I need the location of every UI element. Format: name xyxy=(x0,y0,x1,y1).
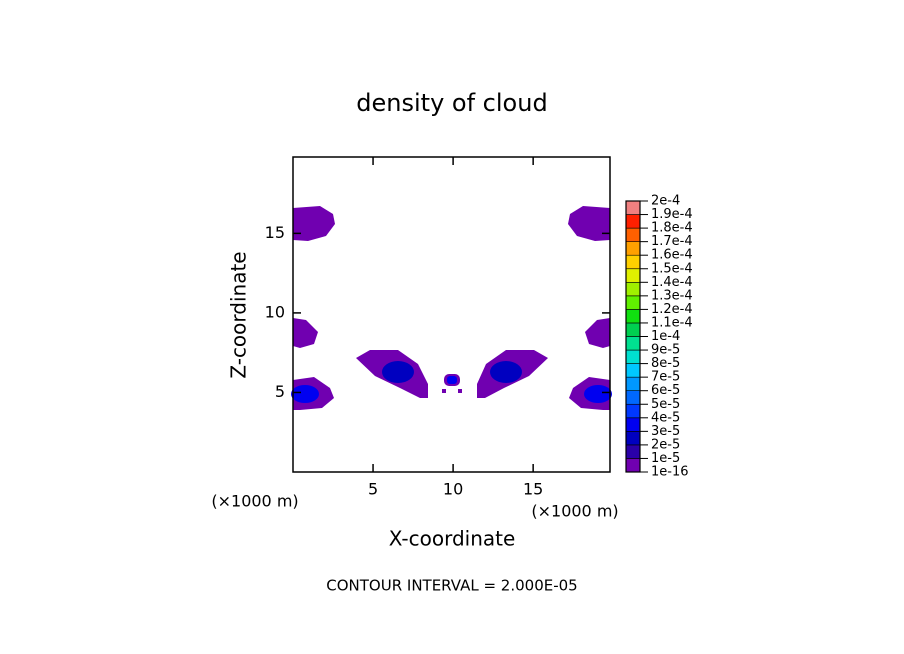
contour-note: CONTOUR INTERVAL = 2.000E-05 xyxy=(326,577,577,595)
colorbar-box xyxy=(625,363,641,378)
x-tick-label: 15 xyxy=(523,480,543,499)
contour-region xyxy=(490,361,522,383)
colorbar-label: 8e-5 xyxy=(651,356,680,371)
colorbar-label: 3e-5 xyxy=(651,424,680,439)
x-unit: (×1000 m) xyxy=(211,492,298,511)
colorbar-label: 1.5e-4 xyxy=(651,261,693,276)
contour-region xyxy=(382,361,414,383)
colorbar-label: 2e-4 xyxy=(651,194,680,209)
y-axis-label: Z-coordinate xyxy=(227,251,251,378)
colorbar-label: 4e-5 xyxy=(651,410,680,425)
colorbar-label: 1e-5 xyxy=(651,451,680,466)
colorbar-box xyxy=(625,444,641,459)
colorbar-box xyxy=(625,376,641,391)
colorbar-label: 1.8e-4 xyxy=(651,221,693,236)
colorbar-label: 6e-5 xyxy=(651,383,680,398)
colorbar-label: 1.9e-4 xyxy=(651,207,693,222)
colorbar-label: 1.6e-4 xyxy=(651,248,693,263)
x-tick-label: 5 xyxy=(368,480,378,499)
colorbar-label: 2e-5 xyxy=(651,437,680,452)
colorbar-box xyxy=(625,417,641,432)
contour-region xyxy=(442,389,446,393)
y-tick-label: 15 xyxy=(265,223,285,242)
y-tick-label: 5 xyxy=(275,382,285,401)
colorbar-box xyxy=(625,309,641,324)
contour-region xyxy=(568,206,610,241)
colorbar-box xyxy=(625,214,641,229)
plot-frame xyxy=(292,156,611,473)
contour-region xyxy=(293,318,318,348)
contour-region xyxy=(447,376,457,384)
colorbar-box xyxy=(625,254,641,270)
colorbar-label: 9e-5 xyxy=(651,343,680,358)
colorbar-box xyxy=(625,336,641,351)
colorbar-box xyxy=(625,281,641,297)
colorbar-label: 5e-5 xyxy=(651,397,680,412)
colorbar-label: 1.7e-4 xyxy=(651,234,693,249)
colorbar-box xyxy=(625,295,641,310)
contour-region xyxy=(458,389,462,393)
colorbar-box xyxy=(625,268,641,283)
colorbar-label: 1e-4 xyxy=(651,329,680,344)
colorbar-box xyxy=(625,403,641,419)
x-axis-label: X-coordinate xyxy=(389,527,516,551)
contour-field xyxy=(291,206,612,410)
colorbar-label: 1.4e-4 xyxy=(651,275,693,290)
y-tick-label: 10 xyxy=(265,302,285,321)
contour-region xyxy=(584,385,612,403)
chart-title: density of cloud xyxy=(356,89,547,117)
contour-region xyxy=(585,318,610,348)
colorbar-label: 1.2e-4 xyxy=(651,302,693,317)
colorbar-box xyxy=(625,431,641,446)
colorbar-label: 7e-5 xyxy=(651,370,680,385)
colorbar-box xyxy=(625,227,641,242)
colorbar-box xyxy=(625,322,641,337)
y-unit: (×1000 m) xyxy=(531,502,618,521)
colorbar-label: 1.3e-4 xyxy=(651,288,693,303)
colorbar-label: 1e-16 xyxy=(651,465,689,480)
colorbar-box xyxy=(625,200,641,215)
colorbar-box xyxy=(625,349,641,364)
colorbar-box xyxy=(625,390,641,405)
contour-region xyxy=(293,206,335,241)
colorbar-box xyxy=(625,458,641,473)
x-tick-label: 10 xyxy=(443,480,463,499)
colorbar-frame xyxy=(625,200,641,473)
colorbar-label: 1.1e-4 xyxy=(651,315,693,330)
contour-region xyxy=(291,385,319,403)
colorbar-box xyxy=(625,241,641,256)
